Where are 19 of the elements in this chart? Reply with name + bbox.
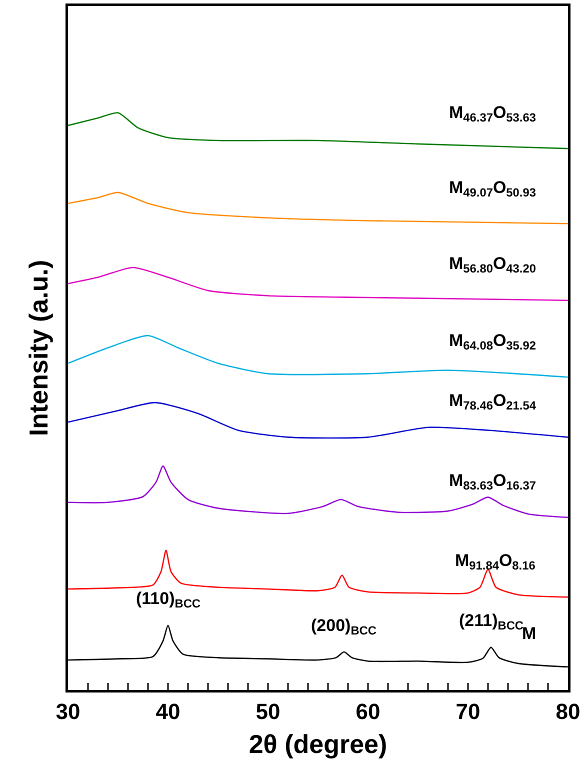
series-label: M$_{49.07}$O$_{50.93}$: [449, 178, 536, 200]
x-tick-label: 80: [556, 698, 580, 724]
annotation: (211)$_{BCC}$: [459, 611, 524, 633]
series-label: M$_{78.46}$O$_{21.54}$: [449, 391, 536, 413]
annotation: (110)$_{BCC}$: [136, 589, 201, 611]
x-tick-label: 50: [256, 698, 280, 724]
x-tick-label: 70: [456, 698, 480, 724]
series-label: M$_{64.08}$O$_{35.92}$: [449, 331, 536, 353]
x-tick-label: 30: [56, 698, 80, 724]
annotation: (200)$_{BCC}$: [311, 616, 377, 638]
x-tick-label: 60: [356, 698, 380, 724]
series-label: M$_{91.84}$O$_{8.16}$: [455, 551, 536, 573]
series-label: M$_{56.80}$O$_{43.20}$: [449, 254, 536, 276]
series-label: M$_{46.37}$O$_{53.63}$: [449, 103, 536, 125]
series-label: M$_{83.63}$O$_{16.37}$: [449, 471, 536, 493]
y-axis-title: Intensity (a.u.): [24, 260, 54, 436]
series-label: M: [522, 624, 536, 643]
x-axis-title: 2θ (degree): [248, 728, 388, 759]
x-tick-label: 40: [156, 698, 180, 724]
